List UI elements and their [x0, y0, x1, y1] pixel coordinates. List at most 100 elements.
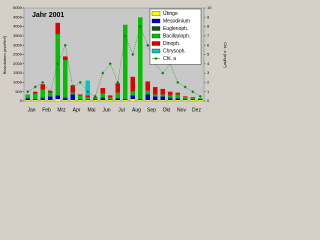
bar-segment — [130, 76, 135, 92]
y-tick-label: 4500 — [13, 14, 23, 19]
bar-segment — [160, 94, 165, 97]
bar-segment — [100, 97, 105, 99]
chl-marker — [26, 90, 30, 94]
legend-swatch — [151, 18, 161, 24]
bar-segment — [63, 56, 68, 61]
bar-segment — [48, 96, 53, 101]
chl-marker — [176, 80, 180, 84]
chl-marker — [138, 25, 142, 29]
x-tick-label: Apr — [73, 107, 81, 113]
bar-segment — [183, 100, 188, 101]
y-tick-label: 1500 — [13, 70, 23, 75]
chl-marker — [116, 80, 120, 84]
bar-segment — [115, 98, 120, 101]
legend-swatch — [151, 33, 161, 39]
y-axis-title: Biovolumen (mm³/m³) — [2, 35, 7, 74]
legend-label: Mesodinium — [163, 18, 190, 24]
bar-segment — [175, 92, 180, 95]
y2-tick-label: 0 — [207, 98, 210, 103]
bar-segment — [123, 99, 128, 101]
bar-segment — [108, 97, 113, 100]
bar-segment — [33, 100, 38, 101]
bar-segment — [153, 100, 158, 101]
bar-segment — [145, 90, 150, 95]
bar-segment — [25, 100, 30, 101]
legend-swatch — [151, 11, 161, 16]
bar-segment — [145, 100, 150, 101]
bar-segment — [145, 81, 150, 91]
chl-marker — [33, 85, 37, 89]
bar-segment — [130, 99, 135, 101]
bar-segment — [25, 98, 30, 101]
chl-marker — [63, 43, 67, 47]
bar-segment — [145, 94, 150, 101]
bar-segment — [100, 87, 105, 94]
x-tick-label: Nov — [177, 107, 186, 113]
bar-segment — [138, 100, 143, 101]
x-tick-label: Okt — [163, 107, 171, 113]
bar-segment — [168, 98, 173, 101]
bar-segment — [100, 100, 105, 101]
bar-segment — [168, 95, 173, 98]
bar-segment — [40, 100, 45, 101]
chart: Jahr 2001 Biovolumen (mm³/m³) Chl. a (mg… — [0, 0, 230, 129]
bar-segment — [108, 95, 113, 98]
bar-segment — [63, 100, 68, 101]
bar-segment — [55, 99, 60, 101]
bar-segment — [153, 87, 158, 95]
y2-tick-label: 10 — [207, 5, 212, 10]
y2-tick-label: 2 — [207, 79, 210, 84]
bar-segment — [78, 100, 83, 101]
bar-segment — [85, 80, 90, 96]
bar-segment — [160, 100, 165, 101]
legend-swatch — [151, 26, 161, 31]
bar-segment — [70, 85, 75, 93]
bar-segment — [63, 60, 68, 98]
bar-segment — [93, 98, 98, 100]
bar-segment — [168, 91, 173, 96]
chl-marker — [71, 85, 75, 89]
legend-label: Dinoph. — [163, 41, 180, 47]
x-tick-label: Sep — [147, 107, 156, 113]
y2-tick-label: 5 — [207, 52, 210, 57]
x-tick-label: Feb — [42, 107, 51, 113]
y2-axis-title: Chl. a (mg/m³) — [223, 42, 228, 68]
chl-marker — [131, 53, 135, 56]
x-tick-label: Mai — [87, 107, 95, 113]
bar-segment — [70, 92, 75, 95]
chl-marker — [48, 90, 52, 94]
y2-tick-label: 9 — [207, 14, 210, 19]
bar-segment — [78, 99, 83, 101]
legend-label: Übrige — [163, 10, 178, 17]
bar-segment — [130, 95, 135, 100]
bar-segment — [190, 100, 195, 101]
chl-marker — [108, 62, 112, 66]
bar-segment — [123, 100, 128, 101]
chl-marker — [56, 62, 60, 66]
bar-segment — [183, 96, 188, 98]
chl-marker — [198, 94, 202, 98]
y-tick-label: 3500 — [13, 33, 23, 38]
bar-segment — [115, 83, 120, 93]
chl-marker — [78, 80, 82, 84]
bar-segment — [175, 98, 180, 101]
bar-segment — [63, 98, 68, 101]
x-tick-label: Mrz — [57, 107, 66, 113]
bar-segment — [160, 88, 165, 95]
y-tick-label: 4000 — [13, 24, 23, 29]
legend-swatch — [151, 41, 161, 46]
y2-tick-label: 7 — [207, 33, 210, 38]
legend-label: Chl. a — [163, 56, 176, 62]
chl-marker — [93, 94, 97, 98]
y2-tick-label: 1 — [207, 89, 210, 94]
y-tick-label: 2000 — [13, 61, 23, 66]
bar-segment — [33, 93, 38, 100]
bar-segment — [33, 99, 38, 101]
bar-segment — [48, 92, 53, 97]
chl-marker — [146, 43, 150, 47]
y2-tick-label: 6 — [207, 42, 210, 47]
bar-segment — [63, 97, 68, 99]
bar-segment — [85, 95, 90, 98]
y-tick-label: 500 — [15, 89, 22, 94]
bar-segment — [168, 97, 173, 99]
